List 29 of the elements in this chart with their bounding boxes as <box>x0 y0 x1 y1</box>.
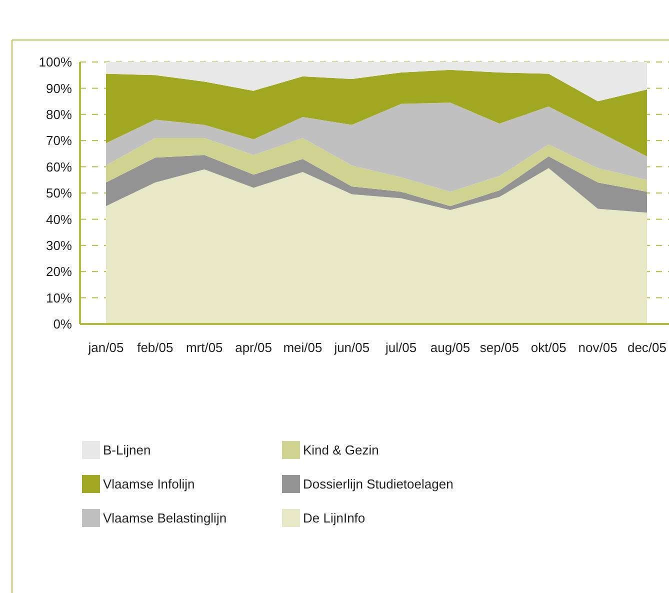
y-tick-label: 70% <box>46 133 72 148</box>
x-tick-label: feb/05 <box>137 340 174 355</box>
x-tick-label: aug/05 <box>430 340 470 355</box>
x-tick-label: jan/05 <box>87 340 124 355</box>
x-tick-label: mrt/05 <box>186 340 223 355</box>
x-tick-label: okt/05 <box>530 340 566 355</box>
y-tick-label: 50% <box>46 186 72 201</box>
y-tick-label: 20% <box>46 264 72 280</box>
y-tick-label: 40% <box>46 212 72 227</box>
y-tick-label: 80% <box>46 106 72 122</box>
x-tick-label: dec/05 <box>627 340 667 355</box>
legend-label: B-Lijnen <box>103 442 151 458</box>
legend-label: De LijnInfo <box>303 510 366 526</box>
x-tick-label: jun/05 <box>333 340 370 355</box>
x-tick-label: apr/05 <box>235 340 272 355</box>
legend-label: Dossierlijn Studietoelagen <box>303 476 454 492</box>
x-tick-label: mei/05 <box>283 340 322 355</box>
y-tick-label: 90% <box>46 80 72 96</box>
y-tick-label: 30% <box>46 238 72 253</box>
legend-label: Vlaamse Infolijn <box>103 476 195 492</box>
y-tick-label: 0% <box>53 316 72 332</box>
x-tick-label: jul/05 <box>384 340 417 355</box>
y-tick-label: 100% <box>38 54 72 70</box>
x-tick-label: nov/05 <box>578 340 618 355</box>
legend-label: Kind & Gezin <box>303 442 379 458</box>
x-tick-label: sep/05 <box>480 340 519 355</box>
y-tick-label: 10% <box>46 290 72 306</box>
y-tick-label: 60% <box>46 159 72 174</box>
legend-label: Vlaamse Belastinglijn <box>103 510 227 526</box>
